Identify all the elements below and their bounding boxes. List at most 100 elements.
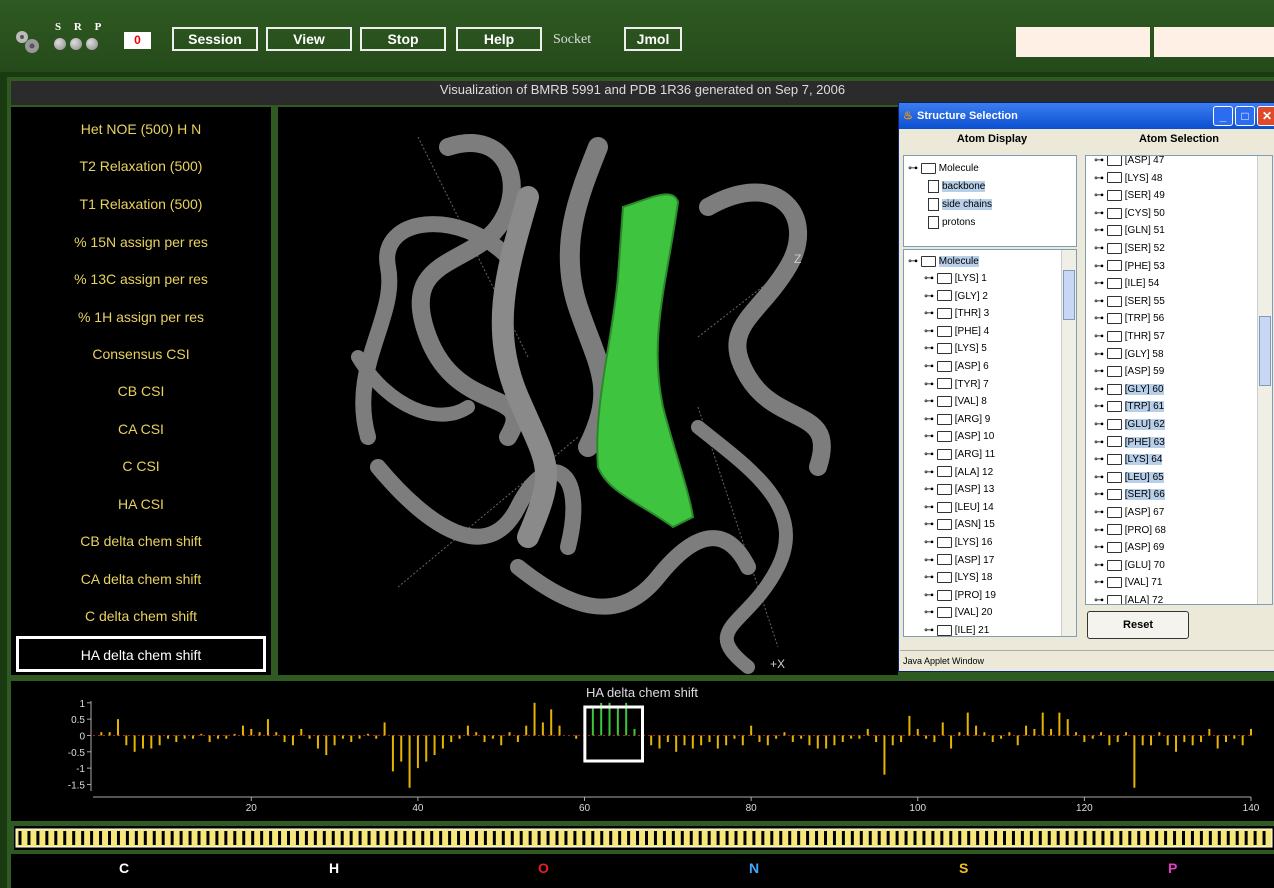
selection-item[interactable]: ⊶ [PHE] 53 xyxy=(1094,260,1165,272)
menu-item-1h[interactable]: % 1H assign per res xyxy=(77,309,205,325)
menu-item-cb-csi[interactable]: CB CSI xyxy=(117,383,165,399)
selection-item[interactable]: ⊶ [ASP] 67 xyxy=(1094,506,1165,518)
window-title: Structure Selection xyxy=(917,110,1018,122)
menu-item-13c[interactable]: % 13C assign per res xyxy=(74,271,208,287)
close-icon[interactable]: ✕ xyxy=(1257,106,1274,126)
selection-item[interactable]: ⊶ [LYS] 48 xyxy=(1094,172,1163,184)
folder-icon xyxy=(936,396,952,408)
scroll-thumb[interactable] xyxy=(1259,316,1271,386)
jmol-button[interactable]: Jmol xyxy=(624,27,682,51)
selection-item[interactable]: ⊶ [ASP] 59 xyxy=(1094,366,1165,378)
residue-item[interactable]: ⊶ [PRO] 19 xyxy=(924,589,996,601)
gear-icon[interactable] xyxy=(12,26,42,56)
selection-item[interactable]: ⊶ [GLU] 62 xyxy=(1094,418,1165,430)
view-button[interactable]: View xyxy=(266,27,352,51)
residue-item[interactable]: ⊶ [VAL] 8 xyxy=(924,396,987,408)
maximize-icon[interactable]: □ xyxy=(1235,106,1255,126)
selection-item[interactable]: ⊶ [THR] 57 xyxy=(1094,330,1165,342)
delta-chem-shift-chart[interactable]: HA delta chem shift 1 0.5 0 -0.5 -1 -1.5 20 40 60… xyxy=(11,681,1274,821)
menu-item-consensus-csi[interactable]: Consensus CSI xyxy=(92,346,190,362)
selection-item[interactable]: ⊶ [PRO] 68 xyxy=(1094,524,1166,536)
selection-item[interactable]: ⊶ [TRP] 56 xyxy=(1094,313,1165,325)
display-backbone[interactable]: backbone xyxy=(928,178,986,195)
folder-icon xyxy=(936,519,952,531)
residue-item[interactable]: ⊶ [ASN] 15 xyxy=(924,519,995,531)
menu-item-ca-csi[interactable]: CA CSI xyxy=(118,421,164,437)
selection-item[interactable]: ⊶ [CYS] 50 xyxy=(1094,207,1165,219)
display-side-chains[interactable]: side chains xyxy=(928,196,993,213)
residue-item[interactable]: ⊶ [ASP] 17 xyxy=(924,554,995,566)
residue-item[interactable]: ⊶ [ARG] 11 xyxy=(924,448,996,460)
session-button[interactable]: Session xyxy=(172,27,258,51)
selection-item[interactable]: ⊶ [ASP] 47 xyxy=(1094,155,1165,166)
residue-item[interactable]: ⊶ [TYR] 7 xyxy=(924,378,989,390)
r-button[interactable] xyxy=(70,38,82,50)
residue-item[interactable]: ⊶ [PHE] 4 xyxy=(924,325,990,337)
atom-selection-tree: ⊶ [ASP] 47 ⊶ [LYS] 48 ⊶ [SER] 49 ⊶ [CYS] 50… xyxy=(1085,155,1273,605)
selection-item[interactable]: ⊶ [ALA] 72 xyxy=(1094,594,1164,605)
menu-item-ha-delta[interactable]: HA delta chem shift xyxy=(16,636,266,672)
residue-item[interactable]: ⊶ [ILE] 21 xyxy=(924,624,990,636)
selection-item[interactable]: ⊶ [SER] 66 xyxy=(1094,489,1165,501)
residue-ruler[interactable] xyxy=(14,826,1274,850)
residue-item[interactable]: ⊶ [LYS] 16 xyxy=(924,536,993,548)
residue-scrollbar-left[interactable] xyxy=(1061,250,1076,636)
folder-icon xyxy=(1106,348,1122,360)
menu-item-ha-csi[interactable]: HA CSI xyxy=(118,496,164,512)
menu-item-15n[interactable]: % 15N assign per res xyxy=(74,234,208,250)
residue-item[interactable]: ⊶ [VAL] 20 xyxy=(924,607,993,619)
selection-box xyxy=(583,705,645,763)
selection-item[interactable]: ⊶ [LEU] 65 xyxy=(1094,471,1164,483)
menu-item-t2[interactable]: T2 Relaxation (500) xyxy=(79,158,203,174)
selection-item[interactable]: ⊶ [GLY] 60 xyxy=(1094,383,1164,395)
text-field-1[interactable] xyxy=(1016,27,1150,57)
display-protons[interactable]: protons xyxy=(928,214,975,231)
residue-item[interactable]: ⊶ [GLY] 2 xyxy=(924,290,988,302)
residue-item[interactable]: ⊶ [LYS] 18 xyxy=(924,572,993,584)
selection-item[interactable]: ⊶ [GLU] 70 xyxy=(1094,559,1165,571)
menu-item-c-delta[interactable]: C delta chem shift xyxy=(84,608,198,624)
residue-item[interactable]: ⊶ [ALA] 12 xyxy=(924,466,994,478)
folder-icon xyxy=(936,413,952,425)
selection-item[interactable]: ⊶ [GLY] 58 xyxy=(1094,348,1164,360)
menu-item-t1[interactable]: T1 Relaxation (500) xyxy=(79,196,203,212)
menu-item-cb-delta[interactable]: CB delta chem shift xyxy=(80,533,202,549)
selection-item[interactable]: ⊶ [SER] 49 xyxy=(1094,190,1165,202)
minimize-icon[interactable]: _ xyxy=(1213,106,1233,126)
residue-item[interactable]: ⊶ [THR] 3 xyxy=(924,308,990,320)
selection-item[interactable]: ⊶ [PHE] 63 xyxy=(1094,436,1165,448)
selection-item[interactable]: ⊶ [SER] 55 xyxy=(1094,295,1165,307)
residue-item[interactable]: ⊶ [ASP] 13 xyxy=(924,484,995,496)
selection-item[interactable]: ⊶ [VAL] 71 xyxy=(1094,577,1163,589)
tree-root[interactable]: ⊶ Molecule xyxy=(908,162,979,174)
residue-item[interactable]: ⊶ [LYS] 1 xyxy=(924,272,987,284)
scroll-thumb[interactable] xyxy=(1063,270,1075,320)
selection-item[interactable]: ⊶ [ILE] 54 xyxy=(1094,278,1160,290)
help-button[interactable]: Help xyxy=(456,27,542,51)
residue-item[interactable]: ⊶ [LEU] 14 xyxy=(924,501,994,513)
residue-item[interactable]: ⊶ [ASP] 10 xyxy=(924,431,995,443)
residue-tree-root[interactable]: ⊶ Molecule xyxy=(908,255,979,267)
x-tick-label: 40 xyxy=(412,803,424,814)
molecule-viewer[interactable]: Z +X xyxy=(278,107,898,675)
stop-button[interactable]: Stop xyxy=(360,27,446,51)
menu-item-ca-delta[interactable]: CA delta chem shift xyxy=(80,571,202,587)
folder-icon xyxy=(936,343,952,355)
selection-item[interactable]: ⊶ [ASP] 69 xyxy=(1094,542,1165,554)
folder-icon xyxy=(936,501,952,513)
text-field-2[interactable] xyxy=(1154,27,1274,57)
menu-item-c-csi[interactable]: C CSI xyxy=(122,458,160,474)
residue-item[interactable]: ⊶ [ASP] 6 xyxy=(924,360,989,372)
residue-item[interactable]: ⊶ [LYS] 5 xyxy=(924,343,987,355)
s-button[interactable] xyxy=(54,38,66,50)
residue-item[interactable]: ⊶ [ARG] 9 xyxy=(924,413,991,425)
selection-item[interactable]: ⊶ [LYS] 64 xyxy=(1094,454,1163,466)
selection-item[interactable]: ⊶ [TRP] 61 xyxy=(1094,401,1165,413)
menu-item-het-noe[interactable]: Het NOE (500) H N xyxy=(80,121,202,137)
p-button[interactable] xyxy=(86,38,98,50)
selection-scrollbar[interactable] xyxy=(1257,156,1272,604)
srp-labels: S R P xyxy=(55,21,106,33)
reset-button[interactable]: Reset xyxy=(1087,611,1189,639)
selection-item[interactable]: ⊶ [SER] 52 xyxy=(1094,242,1165,254)
selection-item[interactable]: ⊶ [GLN] 51 xyxy=(1094,225,1165,237)
